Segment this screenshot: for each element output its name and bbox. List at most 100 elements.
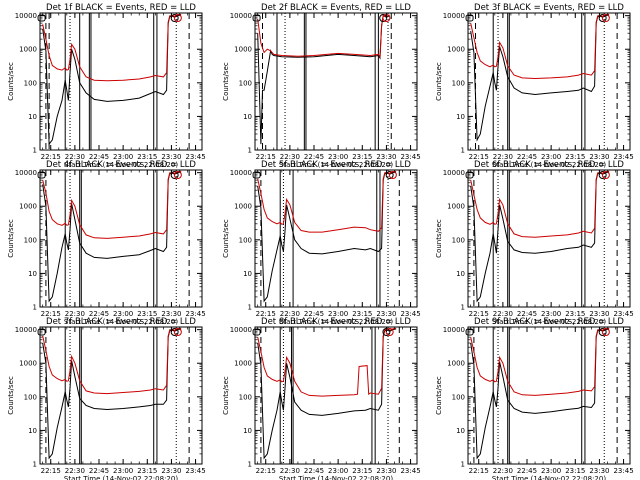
y-tick-label: 10000 <box>15 12 37 20</box>
x-tick-label: 22:45 <box>304 467 324 475</box>
x-tick-label: 22:30 <box>280 467 300 475</box>
plot-frame <box>39 169 203 308</box>
y-tick-label: 10000 <box>230 169 252 177</box>
y-tick-label: 1000 <box>234 360 252 368</box>
saa-marker <box>173 171 182 179</box>
x-tick-label: 23:00 <box>328 467 348 475</box>
y-axis-label: Counts/sec <box>7 62 15 101</box>
x-axis-label: Start Time (14-Nov-02 22:08:20) <box>492 318 606 326</box>
x-tick-label: 23:30 <box>589 467 609 475</box>
x-tick-label: 22:45 <box>304 153 324 161</box>
events-series-line <box>42 14 182 146</box>
y-tick-label: 1 <box>461 304 465 312</box>
y-axis-label: Counts/sec <box>435 376 443 415</box>
x-tick-label: 22:30 <box>493 153 513 161</box>
x-tick-label: 23:30 <box>376 467 396 475</box>
x-tick-label: 23:45 <box>400 467 420 475</box>
y-tick-label: 1000 <box>234 46 252 54</box>
x-tick-label: 23:45 <box>613 467 633 475</box>
plot-frame <box>254 12 418 151</box>
panel-title: Det 7f BLACK = Events, RED = LLD <box>46 317 196 327</box>
y-tick-label: 10 <box>28 270 37 278</box>
panel-title: Det 9f BLACK = Events, RED = LLD <box>474 317 624 327</box>
y-tick-label: 10000 <box>443 326 465 334</box>
detector-panel: Det 2f BLACK = Events, RED = LLD 1 10 100 10… <box>222 3 421 169</box>
x-tick-label: 22:45 <box>517 467 537 475</box>
x-tick-label: 23:15 <box>352 310 372 318</box>
saa-marker <box>173 328 182 336</box>
plot-frame <box>467 326 631 465</box>
x-tick-label: 23:15 <box>565 310 585 318</box>
panel-title: Det 4f BLACK = Events, RED = LLD <box>46 160 196 170</box>
x-tick-label: 23:00 <box>328 310 348 318</box>
y-tick-label: 1 <box>248 147 252 155</box>
y-tick-label: 1 <box>461 147 465 155</box>
y-tick-label: 100 <box>239 393 252 401</box>
y-tick-label: 10000 <box>15 169 37 177</box>
y-tick-label: 1 <box>33 461 37 469</box>
panel-title: Det 1f BLACK = Events, RED = LLD <box>46 3 196 13</box>
y-tick-label: 1000 <box>234 203 252 211</box>
x-tick-label: 23:00 <box>541 310 561 318</box>
lld-series-line <box>470 327 610 396</box>
x-tick-label: 23:30 <box>161 467 181 475</box>
x-tick-label: 22:45 <box>89 310 109 318</box>
x-tick-label: 23:00 <box>113 467 133 475</box>
y-tick-label: 100 <box>24 236 37 244</box>
y-tick-label: 1 <box>461 461 465 469</box>
x-tick-label: 23:15 <box>352 467 372 475</box>
x-tick-label: 22:15 <box>41 310 61 318</box>
x-axis-label: Start Time (14-Nov-02 22:08:20) <box>492 475 606 480</box>
x-axis-label: Start Time (14-Nov-02 22:08:20) <box>64 475 178 480</box>
x-tick-label: 22:15 <box>469 153 489 161</box>
y-axis-label: Counts/sec <box>222 376 230 415</box>
detector-panel: Det 4f BLACK = Events, RED = LLD 1 10 100 10… <box>7 160 206 326</box>
x-tick-label: 22:30 <box>493 467 513 475</box>
x-tick-label: 22:45 <box>517 153 537 161</box>
x-tick-label: 23:00 <box>113 310 133 318</box>
lld-series-line <box>470 13 610 80</box>
y-tick-label: 10000 <box>230 326 252 334</box>
y-tick-label: 1 <box>33 304 37 312</box>
y-axis-label: Counts/sec <box>435 62 443 101</box>
y-tick-label: 10 <box>243 427 252 435</box>
detector-panel: Det 6f BLACK = Events, RED = LLD 1 10 100 10… <box>435 160 634 326</box>
x-tick-label: 23:00 <box>541 153 561 161</box>
plot-frame <box>467 12 631 151</box>
detector-panel: Det 9f BLACK = Events, RED = LLD 1 10 100 10… <box>435 317 634 480</box>
x-axis-label: Start Time (14-Nov-02 22:08:20) <box>492 161 606 169</box>
x-tick-label: 23:00 <box>113 153 133 161</box>
x-tick-label: 22:15 <box>256 310 276 318</box>
y-tick-label: 1000 <box>19 203 37 211</box>
y-axis-label: Counts/sec <box>222 62 230 101</box>
y-tick-label: 1 <box>248 461 252 469</box>
y-tick-label: 100 <box>452 79 465 87</box>
detector-panel: Det 8f BLACK = Events, RED = LLD 1 10 100 10… <box>222 317 421 480</box>
x-tick-label: 23:45 <box>613 310 633 318</box>
x-tick-label: 23:30 <box>376 153 396 161</box>
x-tick-label: 22:15 <box>41 467 61 475</box>
y-tick-label: 1000 <box>19 46 37 54</box>
panel-title: Det 8f BLACK = Events, RED = LLD <box>261 317 411 327</box>
y-axis-label: Counts/sec <box>435 219 443 258</box>
y-tick-label: 1000 <box>19 360 37 368</box>
x-tick-label: 23:45 <box>613 153 633 161</box>
y-tick-label: 10 <box>456 427 465 435</box>
y-tick-label: 10000 <box>443 169 465 177</box>
lld-series-line <box>470 170 610 238</box>
saa-marker <box>601 328 610 336</box>
y-axis-label: Counts/sec <box>7 219 15 258</box>
y-tick-label: 1 <box>248 304 252 312</box>
x-tick-label: 23:30 <box>589 153 609 161</box>
events-series-line <box>470 14 610 142</box>
lld-series-line <box>42 13 182 82</box>
x-tick-label: 22:30 <box>493 310 513 318</box>
panel-title: Det 2f BLACK = Events, RED = LLD <box>261 3 411 13</box>
saa-marker <box>601 171 610 179</box>
x-tick-label: 23:15 <box>565 467 585 475</box>
x-tick-label: 22:30 <box>65 153 85 161</box>
x-tick-label: 23:30 <box>161 310 181 318</box>
plot-frame <box>39 326 203 465</box>
x-tick-label: 22:15 <box>41 153 61 161</box>
